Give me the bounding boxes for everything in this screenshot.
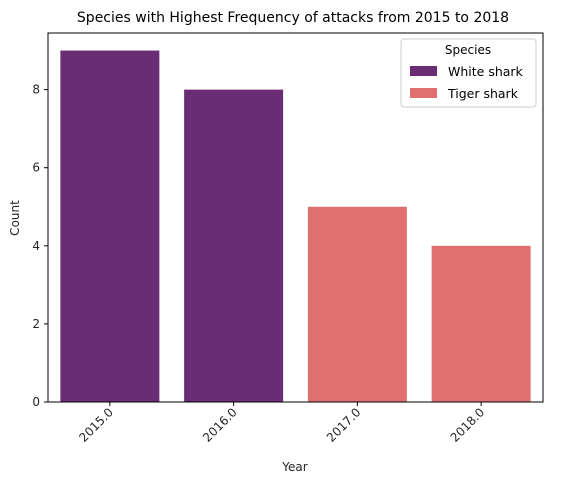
bar-2017.0 bbox=[307, 206, 407, 402]
bar-2016.0 bbox=[184, 89, 284, 402]
legend-label-tiger-shark: Tiger shark bbox=[447, 86, 519, 101]
y-tick-label: 8 bbox=[32, 83, 40, 97]
legend: Species White shark Tiger shark bbox=[400, 38, 537, 108]
y-tick-label: 2 bbox=[32, 317, 40, 331]
bar-2015.0 bbox=[60, 50, 160, 402]
legend-title: Species bbox=[445, 43, 491, 57]
y-tick-label: 0 bbox=[32, 395, 40, 409]
x-axis-label: Year bbox=[281, 460, 307, 474]
legend-swatch-white-shark bbox=[410, 66, 437, 76]
x-ticks-group: 2015.0 2016.0 2017.0 2018.0 bbox=[76, 402, 487, 445]
bar-2018.0 bbox=[431, 245, 531, 402]
legend-label-white-shark: White shark bbox=[448, 64, 524, 79]
y-tick-label: 6 bbox=[32, 161, 40, 175]
x-tick-label: 2018.0 bbox=[448, 405, 488, 445]
legend-swatch-tiger-shark bbox=[410, 88, 437, 98]
x-tick-label: 2017.0 bbox=[324, 405, 364, 445]
y-axis-label: Count bbox=[8, 200, 22, 236]
bars-group bbox=[60, 50, 531, 402]
y-ticks-group: 0 2 4 6 8 bbox=[32, 83, 48, 409]
plot-frame bbox=[47, 32, 544, 403]
x-tick-label: 2016.0 bbox=[200, 405, 240, 445]
y-tick-label: 4 bbox=[32, 239, 40, 253]
chart-title: Species with Highest Frequency of attack… bbox=[77, 10, 509, 26]
x-tick-label: 2015.0 bbox=[76, 405, 116, 445]
